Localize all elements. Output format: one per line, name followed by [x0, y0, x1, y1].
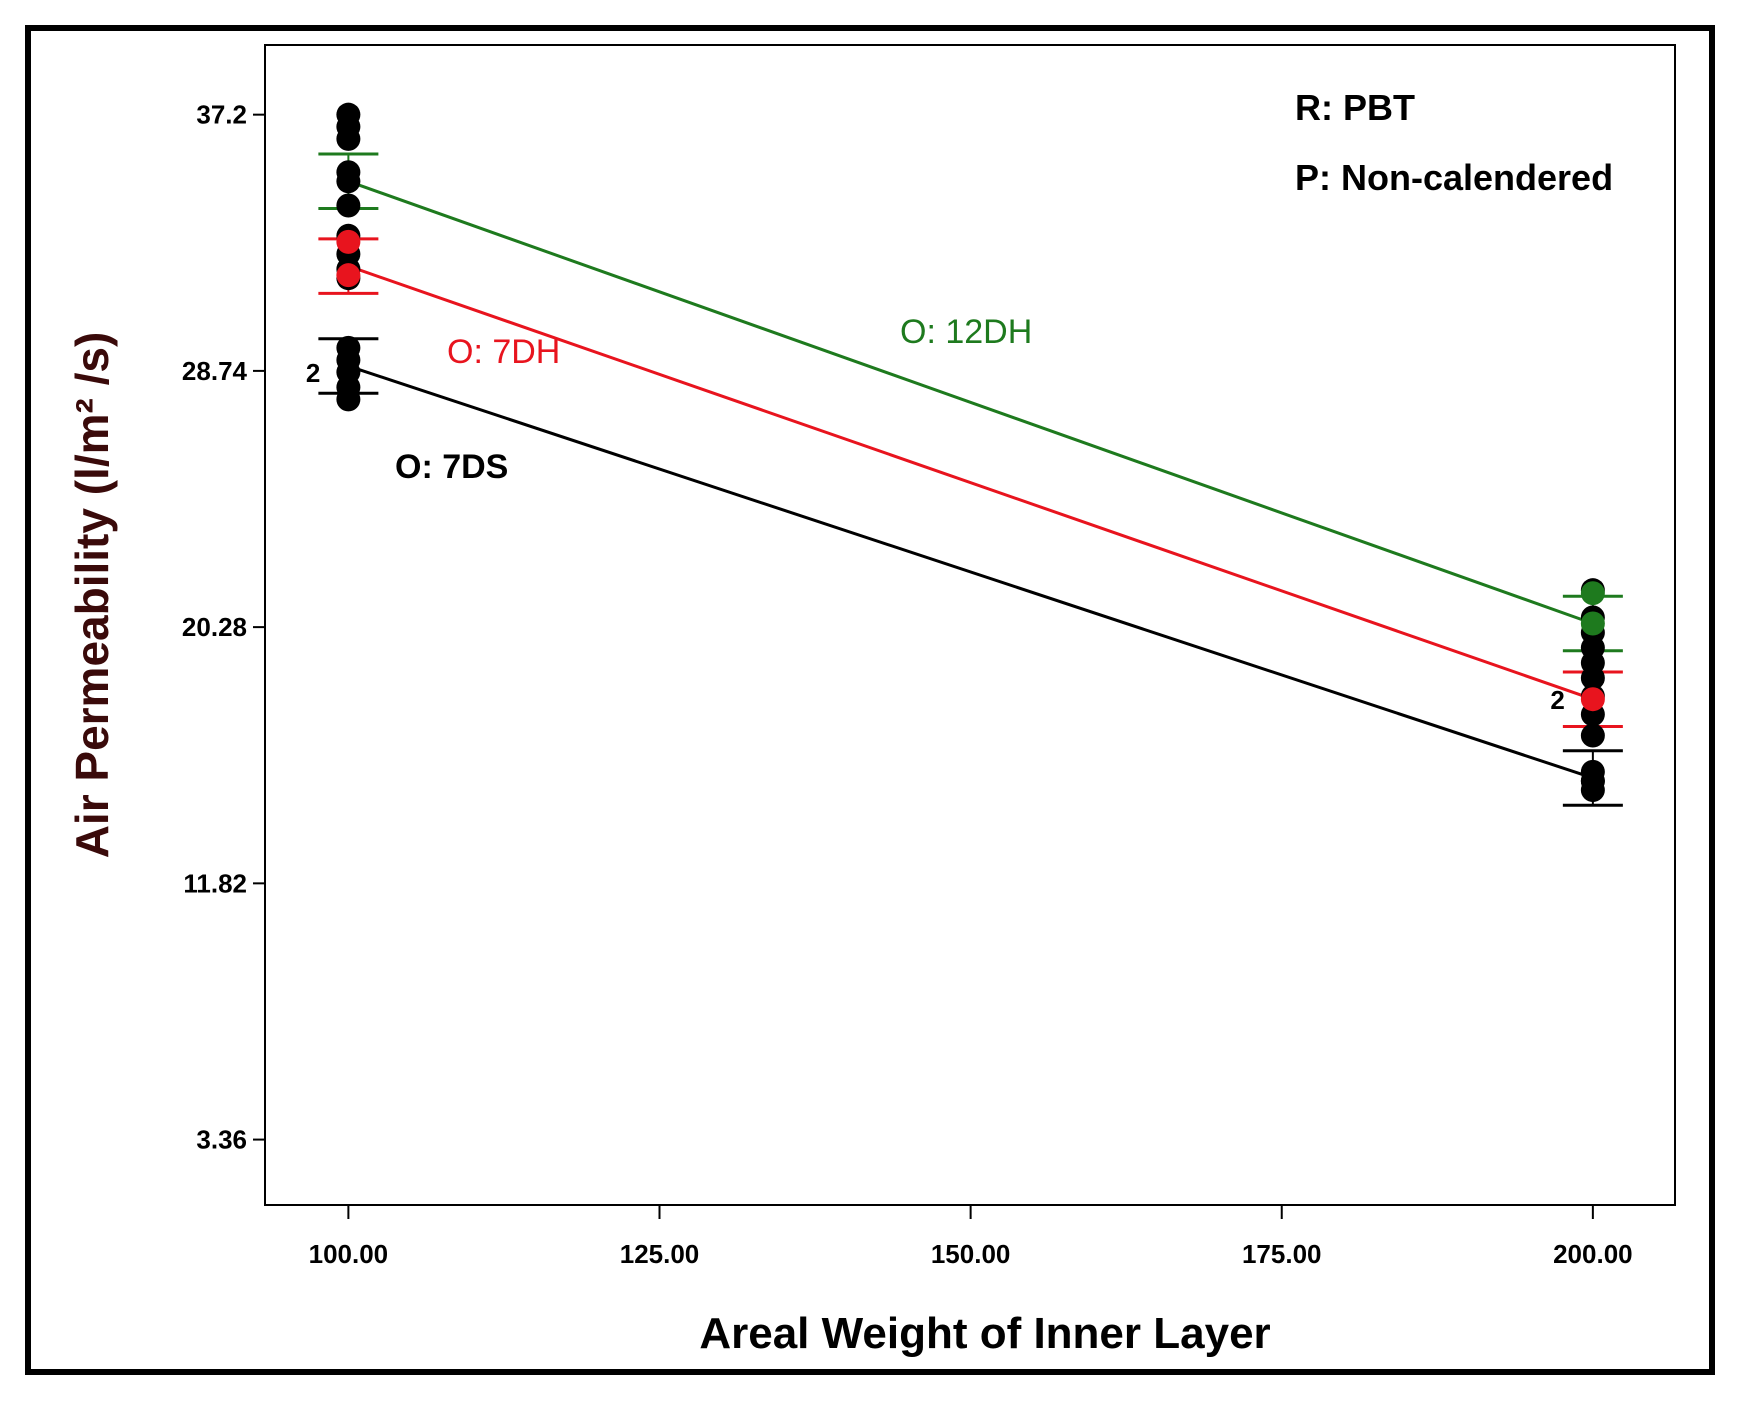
- x-tick-label: 100.00: [309, 1239, 389, 1269]
- series-label-2: O: 7DS: [395, 448, 508, 486]
- labels-group: O: 12DH O: 7DH O: 7DS: [395, 313, 1032, 486]
- y-tick-label: 3.36: [196, 1125, 247, 1155]
- data-point: [336, 169, 361, 194]
- x-tick-label: 200.00: [1553, 1239, 1633, 1269]
- data-point: [336, 263, 361, 288]
- figure-frame: [25, 25, 1715, 1375]
- data-point: [1580, 611, 1605, 636]
- points-group: 22: [306, 102, 1605, 803]
- data-point: [336, 387, 361, 412]
- data-point: [1580, 768, 1605, 793]
- x-tick-label: 175.00: [1242, 1239, 1322, 1269]
- point-count-label: 2: [306, 358, 320, 388]
- series-line-1: [347, 264, 1594, 701]
- series-label-0: O: 12DH: [900, 313, 1032, 351]
- y-tick-label: 11.82: [183, 868, 247, 898]
- series-group: [318, 152, 1623, 807]
- x-axis-title: Areal Weight of Inner Layer: [699, 1309, 1270, 1358]
- series-line-0: [347, 179, 1594, 625]
- y-axis: 3.36 11.82 20.28 28.74 37.2: [182, 100, 265, 1155]
- y-tick-label: 28.74: [182, 356, 248, 386]
- data-point: [1580, 581, 1605, 606]
- x-axis: 100.00 125.00 150.00 175.00 200.00: [309, 1205, 1633, 1269]
- annotation-resin: R: PBT: [1295, 87, 1415, 128]
- y-axis-title: Air Permeability (l/m² /s): [66, 332, 118, 859]
- y-tick-label: 37.2: [196, 100, 247, 130]
- data-point: [336, 126, 361, 151]
- data-point: [336, 193, 361, 218]
- data-point: [1580, 723, 1605, 748]
- data-point: [1580, 666, 1605, 691]
- point-count-label: 2: [1550, 685, 1564, 715]
- series-label-1: O: 7DH: [447, 333, 560, 371]
- plot-area: [264, 44, 1676, 1206]
- data-point: [1580, 687, 1605, 712]
- series-line-2: [347, 364, 1594, 780]
- y-tick-label: 20.28: [182, 612, 247, 642]
- x-tick-label: 150.00: [931, 1239, 1011, 1269]
- data-point: [336, 229, 361, 254]
- x-tick-label: 125.00: [620, 1239, 700, 1269]
- annotation-process: P: Non-calendered: [1295, 157, 1613, 198]
